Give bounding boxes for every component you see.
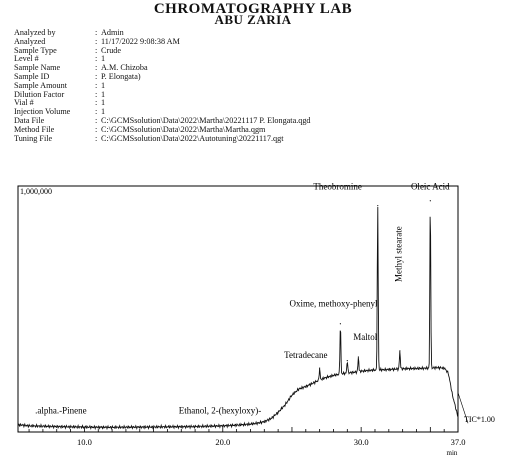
peak-label: Ethanol, 2-(hexyloxy)- bbox=[179, 406, 261, 416]
meta-label: Method File bbox=[14, 124, 55, 134]
meta-colon: : bbox=[95, 133, 98, 143]
peak-label: Methyl stearate bbox=[393, 226, 403, 282]
x-tick-label: 10.0 bbox=[77, 437, 92, 447]
meta-colon: : bbox=[95, 71, 98, 81]
meta-label: Sample Amount bbox=[14, 80, 67, 90]
peak-label: Oleic Acid bbox=[411, 182, 450, 192]
x-axis-label: min bbox=[447, 449, 458, 457]
meta-label: Analyzed by bbox=[14, 28, 56, 37]
meta-value: C:\GCMSsolution\Data\2022\Martha\2022111… bbox=[101, 115, 311, 125]
meta-value: 1 bbox=[101, 80, 106, 90]
peak-apex bbox=[399, 350, 401, 352]
meta-label: Level # bbox=[14, 54, 39, 64]
meta-colon: : bbox=[95, 54, 98, 64]
meta-colon: : bbox=[95, 63, 98, 73]
lab-subtitle: ABU ZARIA bbox=[214, 12, 292, 27]
peak-apex bbox=[346, 360, 348, 362]
y-axis-max-label: 1,000,000 bbox=[20, 187, 52, 196]
x-tick-label: 20.0 bbox=[215, 437, 230, 447]
meta-colon: : bbox=[95, 80, 98, 90]
lab-title: CHROMATOGRAPHY LAB bbox=[153, 1, 353, 17]
peak-label: Tetradecane bbox=[284, 350, 327, 360]
x-tick-label: 30.0 bbox=[354, 437, 369, 447]
meta-label: Injection Volume bbox=[14, 107, 71, 117]
meta-value: 1 bbox=[101, 98, 106, 108]
peak-apex bbox=[319, 367, 321, 369]
meta-colon: : bbox=[95, 89, 98, 99]
peak-apex bbox=[357, 356, 359, 358]
meta-value: Admin bbox=[101, 28, 124, 37]
meta-value: Crude bbox=[101, 45, 122, 55]
meta-value: A.M. Chizoba bbox=[101, 63, 148, 73]
meta-value: C:\GCMSsolution\Data\2022\Martha\Martha.… bbox=[101, 124, 266, 134]
peak-label: Theobromine bbox=[313, 182, 362, 192]
meta-label: Analyzed bbox=[14, 36, 46, 46]
meta-value: 11/17/2022 9:08:38 AM bbox=[101, 36, 180, 46]
tic-trace bbox=[17, 206, 459, 431]
meta-label: Dilution Factor bbox=[14, 89, 65, 99]
meta-label: Sample ID bbox=[14, 71, 50, 81]
series-label-leader bbox=[457, 392, 469, 424]
meta-value: C:\GCMSsolution\Data\2022\Autotuning\202… bbox=[101, 133, 284, 143]
meta-value: 1 bbox=[101, 89, 106, 99]
meta-colon: : bbox=[95, 124, 98, 134]
meta-value: P. Elongata) bbox=[101, 71, 141, 81]
meta-colon: : bbox=[95, 45, 98, 55]
series-label: TIC*1.00 bbox=[464, 415, 495, 424]
peak-apex bbox=[377, 205, 379, 207]
x-tick-label: 37.0 bbox=[451, 437, 466, 447]
meta-colon: : bbox=[95, 107, 98, 117]
peak-label: .alpha.-Pinene bbox=[35, 406, 86, 416]
meta-label: Sample Type bbox=[14, 45, 57, 55]
meta-label: Vial # bbox=[14, 98, 34, 108]
peak-label: Oxime, methoxy-phenyl bbox=[289, 299, 377, 309]
meta-value: 1 bbox=[101, 107, 106, 117]
meta-colon: : bbox=[95, 115, 98, 125]
meta-value: 1 bbox=[101, 54, 106, 64]
peak-apex bbox=[339, 323, 341, 325]
meta-label: Tuning File bbox=[14, 133, 53, 143]
peak-apex bbox=[429, 200, 431, 202]
meta-colon: : bbox=[95, 36, 98, 46]
meta-label: Data File bbox=[14, 115, 45, 125]
meta-colon: : bbox=[95, 98, 98, 108]
peak-label: Maltol bbox=[353, 332, 377, 342]
plot-frame bbox=[17, 185, 459, 433]
meta-label: Sample Name bbox=[14, 63, 61, 73]
meta-colon: : bbox=[95, 28, 98, 37]
